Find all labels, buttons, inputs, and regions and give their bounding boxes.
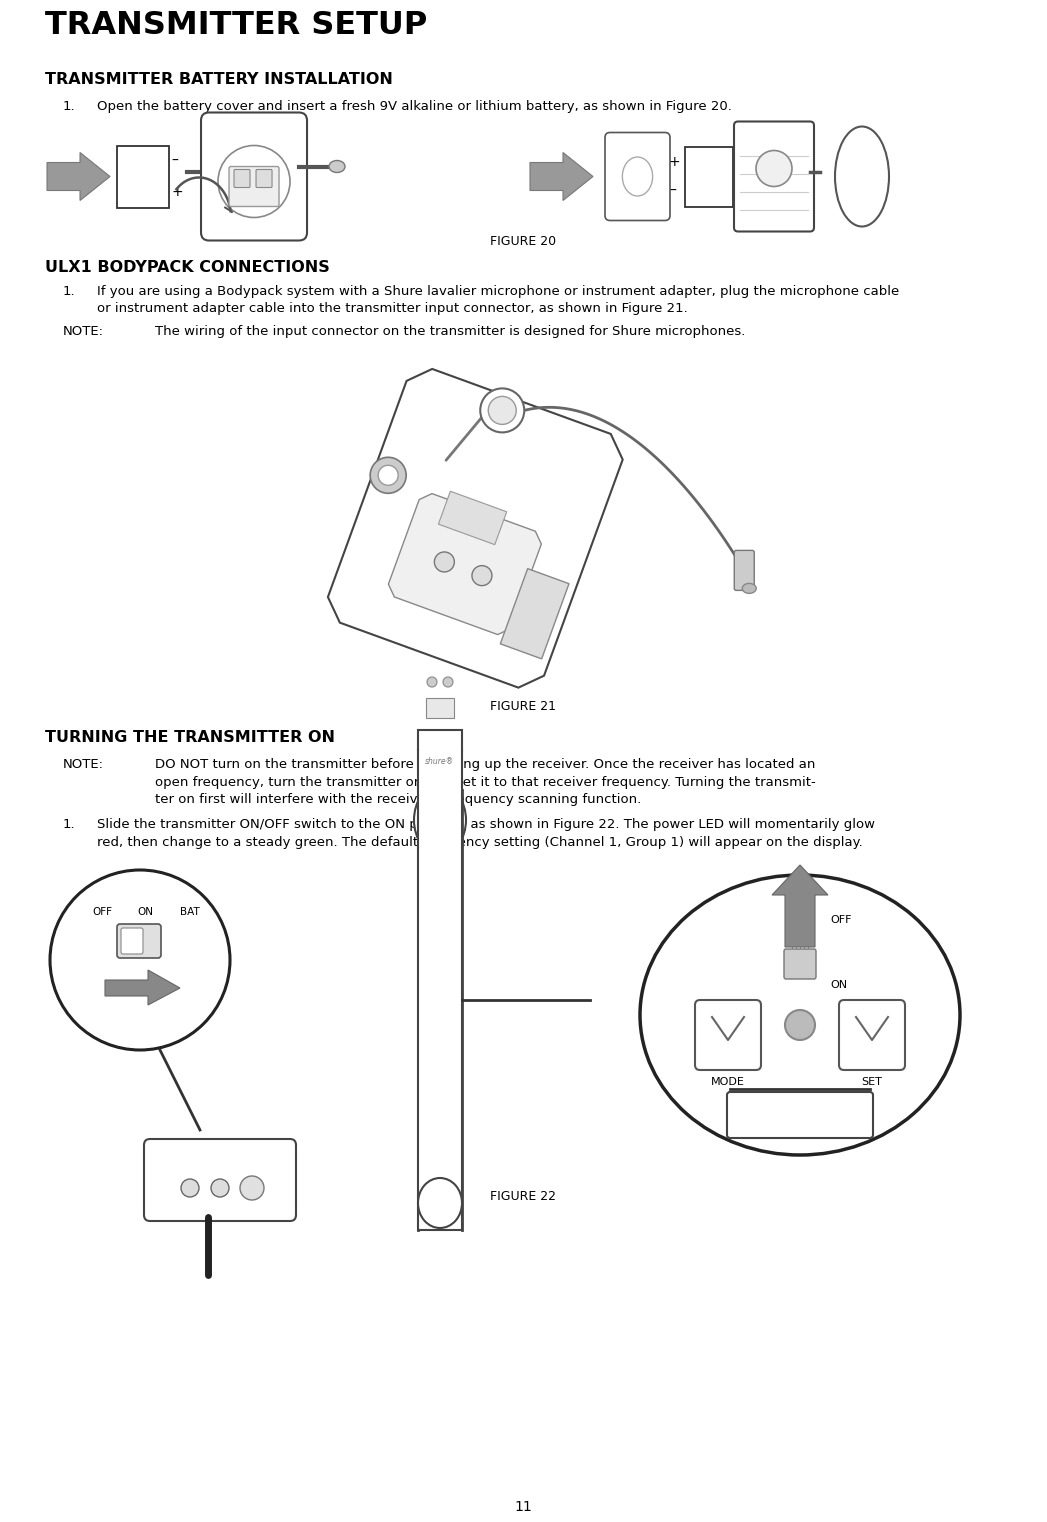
FancyBboxPatch shape xyxy=(121,928,143,954)
Circle shape xyxy=(481,388,525,432)
Text: or instrument adapter cable into the transmitter input connector, as shown in Fi: or instrument adapter cable into the tra… xyxy=(97,301,688,315)
FancyBboxPatch shape xyxy=(685,146,733,207)
Text: ON: ON xyxy=(137,907,153,916)
Circle shape xyxy=(211,1180,229,1196)
FancyBboxPatch shape xyxy=(144,1138,296,1221)
Text: MODE: MODE xyxy=(711,1078,744,1087)
FancyBboxPatch shape xyxy=(117,924,161,957)
FancyBboxPatch shape xyxy=(734,122,814,231)
FancyBboxPatch shape xyxy=(727,1091,873,1138)
Text: FIGURE 22: FIGURE 22 xyxy=(490,1190,557,1202)
Polygon shape xyxy=(388,493,541,635)
Ellipse shape xyxy=(640,875,960,1155)
Text: SET: SET xyxy=(862,1078,883,1087)
Ellipse shape xyxy=(418,1178,462,1228)
Polygon shape xyxy=(328,368,623,688)
Circle shape xyxy=(435,552,454,572)
FancyBboxPatch shape xyxy=(201,113,307,240)
Circle shape xyxy=(378,466,398,486)
FancyBboxPatch shape xyxy=(229,166,279,207)
Circle shape xyxy=(756,151,792,187)
Text: TRANSMITTER BATTERY INSTALLATION: TRANSMITTER BATTERY INSTALLATION xyxy=(45,72,393,87)
FancyBboxPatch shape xyxy=(695,1000,761,1070)
Text: FIGURE 20: FIGURE 20 xyxy=(490,234,557,248)
Text: 1.: 1. xyxy=(63,817,75,831)
FancyBboxPatch shape xyxy=(734,551,754,591)
Text: BAT: BAT xyxy=(180,907,200,916)
Circle shape xyxy=(427,677,437,686)
Polygon shape xyxy=(439,492,507,545)
Text: ter on first will interfere with the receiver’s frequency scanning function.: ter on first will interfere with the rec… xyxy=(155,793,641,807)
Text: –: – xyxy=(171,154,178,167)
Polygon shape xyxy=(772,864,828,947)
Ellipse shape xyxy=(414,785,466,855)
Circle shape xyxy=(218,146,290,218)
Text: open frequency, turn the transmitter on and set it to that receiver frequency. T: open frequency, turn the transmitter on … xyxy=(155,776,816,788)
Circle shape xyxy=(472,566,492,586)
Text: ON: ON xyxy=(830,980,847,989)
Text: NOTE:: NOTE: xyxy=(63,758,104,772)
Text: FIGURE 21: FIGURE 21 xyxy=(490,700,557,712)
Text: If you are using a Bodypack system with a Shure lavalier microphone or instrumen: If you are using a Bodypack system with … xyxy=(97,285,899,298)
Text: Open the battery cover and insert a fresh 9V alkaline or lithium battery, as sho: Open the battery cover and insert a fres… xyxy=(97,100,732,113)
Polygon shape xyxy=(47,152,110,201)
Text: TURNING THE TRANSMITTER ON: TURNING THE TRANSMITTER ON xyxy=(45,731,335,744)
Polygon shape xyxy=(530,152,593,201)
FancyBboxPatch shape xyxy=(426,699,454,718)
Text: NOTE:: NOTE: xyxy=(63,326,104,338)
FancyBboxPatch shape xyxy=(117,146,169,207)
Text: 1.: 1. xyxy=(63,285,75,298)
Circle shape xyxy=(181,1180,199,1196)
Text: OFF: OFF xyxy=(830,915,851,925)
Text: The wiring of the input connector on the transmitter is designed for Shure micro: The wiring of the input connector on the… xyxy=(155,326,745,338)
Circle shape xyxy=(50,871,230,1050)
FancyBboxPatch shape xyxy=(605,132,670,221)
Ellipse shape xyxy=(742,583,756,594)
FancyBboxPatch shape xyxy=(418,731,462,1230)
FancyBboxPatch shape xyxy=(257,169,272,187)
Text: 1.: 1. xyxy=(63,100,75,113)
Text: ULX1 BODYPACK CONNECTIONS: ULX1 BODYPACK CONNECTIONS xyxy=(45,260,330,275)
Circle shape xyxy=(488,396,516,425)
Text: OFF: OFF xyxy=(92,907,112,916)
Polygon shape xyxy=(500,569,569,659)
FancyBboxPatch shape xyxy=(839,1000,905,1070)
Text: –: – xyxy=(669,184,676,198)
Circle shape xyxy=(443,677,453,686)
FancyBboxPatch shape xyxy=(235,169,250,187)
Circle shape xyxy=(371,457,406,493)
FancyBboxPatch shape xyxy=(784,950,816,979)
Text: Slide the transmitter ON/OFF switch to the ON position, as shown in Figure 22. T: Slide the transmitter ON/OFF switch to t… xyxy=(97,817,875,831)
Text: 11: 11 xyxy=(515,1501,532,1514)
Polygon shape xyxy=(105,970,180,1005)
Ellipse shape xyxy=(329,160,346,172)
Text: +: + xyxy=(669,155,681,169)
Text: TRANSMITTER SETUP: TRANSMITTER SETUP xyxy=(45,11,427,41)
Text: shure®: shure® xyxy=(425,758,454,767)
Text: +: + xyxy=(171,186,182,199)
Circle shape xyxy=(240,1177,264,1199)
Text: red, then change to a steady green. The default frequency setting (Channel 1, Gr: red, then change to a steady green. The … xyxy=(97,836,863,849)
Ellipse shape xyxy=(836,126,889,227)
Circle shape xyxy=(785,1011,815,1040)
Text: DO NOT turn on the transmitter before powering up the receiver. Once the receive: DO NOT turn on the transmitter before po… xyxy=(155,758,816,772)
